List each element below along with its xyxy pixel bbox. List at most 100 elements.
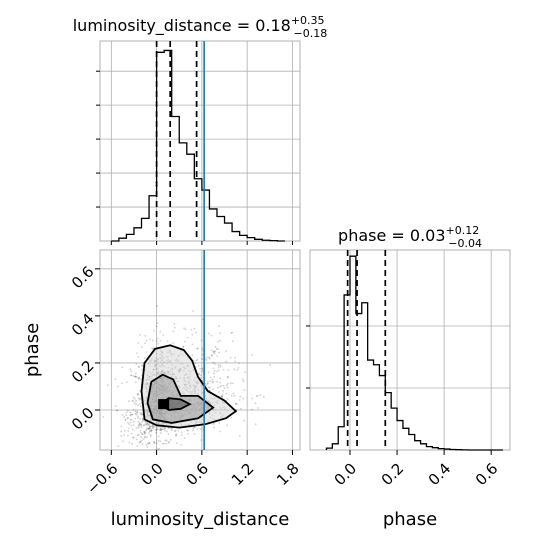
sample-point: [263, 395, 265, 398]
sample-point: [165, 442, 168, 445]
sample-point: [136, 445, 139, 447]
sample-point: [238, 399, 241, 401]
sample-point: [226, 376, 229, 379]
sample-point: [146, 422, 149, 425]
sample-point: [214, 350, 216, 353]
sample-point: [127, 434, 129, 437]
sample-point: [172, 330, 175, 333]
sample-point: [191, 354, 194, 357]
sample-point: [117, 385, 119, 388]
sample-point: [102, 416, 105, 418]
sample-point: [153, 329, 155, 332]
sample-point: [201, 353, 204, 356]
sample-point: [174, 429, 177, 432]
sample-point: [201, 367, 204, 370]
sample-point: [254, 402, 257, 405]
sample-point: [136, 410, 139, 413]
sample-point: [165, 439, 168, 442]
sample-point: [148, 431, 150, 434]
sample-point: [229, 356, 232, 359]
sample-point: [231, 331, 234, 334]
sample-point: [135, 412, 138, 415]
sample-point: [219, 332, 222, 335]
sample-point: [237, 367, 240, 369]
sample-point: [259, 394, 262, 397]
sample-point: [150, 429, 153, 432]
sample-point: [123, 416, 126, 418]
sample-point: [193, 327, 196, 330]
sample-point: [141, 456, 143, 458]
sample-point: [131, 413, 133, 416]
sample-point: [164, 427, 166, 430]
sample-point: [148, 442, 151, 445]
sample-point: [135, 399, 137, 402]
sample-point: [138, 424, 141, 427]
sample-point: [242, 380, 245, 383]
sample-point: [160, 451, 162, 453]
sample-point: [124, 419, 127, 422]
sample-point: [198, 373, 201, 376]
sample-point: [132, 420, 135, 423]
sample-point: [154, 429, 157, 431]
sample-point: [153, 442, 156, 445]
sample-point: [213, 376, 216, 378]
sample-point: [145, 436, 148, 439]
sample-point: [117, 445, 120, 448]
sample-point: [208, 357, 211, 360]
sample-point: [127, 421, 129, 424]
sample-point: [132, 375, 135, 377]
sample-point: [144, 436, 147, 439]
title-median: 0.03: [410, 226, 446, 245]
sample-point: [139, 333, 142, 336]
sample-point: [157, 435, 160, 438]
sample-point: [149, 427, 151, 430]
sample-point: [141, 433, 144, 436]
x-axis-label: luminosity_distance: [111, 509, 290, 530]
sample-point: [127, 456, 129, 458]
sample-point: [138, 423, 141, 426]
sample-point: [155, 431, 158, 434]
sample-point: [219, 430, 222, 433]
sample-point: [234, 356, 236, 359]
sample-point: [146, 446, 149, 448]
sample-point: [155, 429, 158, 432]
sample-point: [138, 441, 141, 444]
sample-point: [182, 345, 185, 348]
sample-point: [123, 429, 126, 432]
panel-frame: [99, 249, 301, 451]
sample-point: [200, 374, 202, 377]
sample-point: [147, 424, 150, 427]
panel-title: phase = 0.03+0.12 −0.04: [338, 224, 482, 250]
sample-point: [130, 424, 133, 427]
sample-point: [141, 443, 144, 446]
sample-point: [143, 431, 146, 433]
title-label: luminosity_distance: [73, 16, 232, 36]
sample-point: [132, 409, 135, 411]
sample-point: [136, 393, 139, 396]
sample-point: [134, 375, 136, 378]
sample-point: [156, 428, 159, 430]
sample-point: [213, 352, 216, 355]
sample-point: [241, 378, 244, 381]
sample-point: [193, 426, 196, 429]
sample-point: [140, 426, 143, 429]
sample-point: [173, 430, 176, 433]
sample-point: [148, 427, 150, 430]
sample-point: [170, 429, 173, 432]
sample-point: [135, 438, 138, 441]
y-tick-label: 0.0: [68, 404, 98, 434]
sample-point: [255, 395, 258, 398]
sample-point: [196, 347, 199, 350]
sample-point: [222, 368, 225, 371]
sample-point: [212, 361, 215, 364]
sample-point: [149, 338, 152, 341]
sample-point: [211, 381, 214, 384]
sample-point: [221, 394, 224, 396]
sample-point: [238, 434, 241, 437]
sample-point: [139, 411, 142, 414]
sample-point: [146, 427, 149, 430]
sample-point: [226, 376, 229, 378]
sample-point: [207, 386, 210, 389]
